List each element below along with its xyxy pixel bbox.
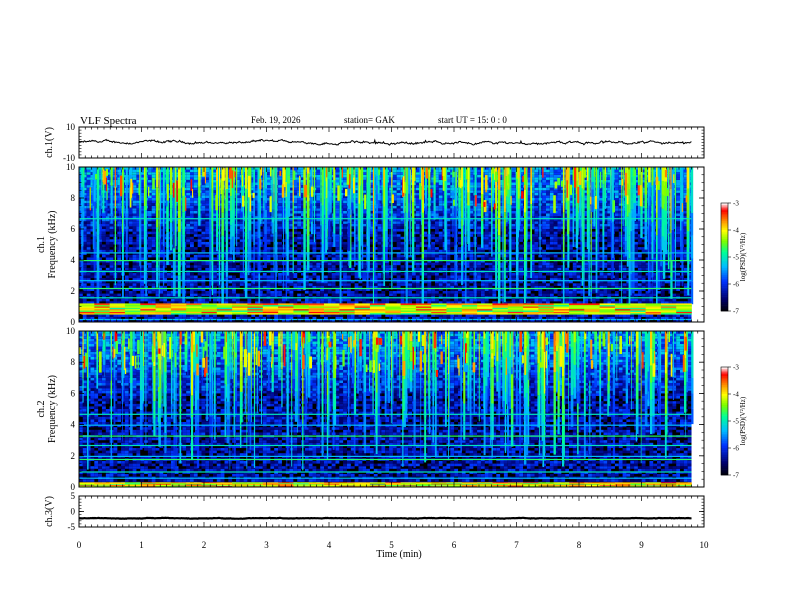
y-tick-label: 0 [71, 482, 76, 492]
ch2-spectrogram-ylabel: Frequency (kHz) [47, 375, 58, 443]
start-time-label: start UT = 15: 0 : 0 [438, 115, 507, 125]
colorbar-tick-label: -5 [733, 254, 739, 262]
spectral-line [79, 270, 692, 273]
ch2-spectrogram-sferic-streaks [79, 331, 694, 471]
time-tick-label: 8 [577, 540, 582, 550]
y-tick-label: 10 [66, 122, 76, 132]
date-label: Feb. 19, 2026 [251, 115, 301, 125]
time-tick-label: 7 [514, 540, 519, 550]
y-tick-label: 0 [71, 317, 76, 327]
colorbar-tick-label: -4 [733, 391, 739, 399]
time-tick-label: 1 [139, 540, 144, 550]
spectral-line [79, 413, 692, 415]
ch2-colorbar-label: log(PSD)(V²/Hz) [739, 396, 747, 445]
y-tick-label: -10 [63, 153, 75, 163]
ch1-colorbar-label: log(PSD)(V²/Hz) [739, 232, 747, 281]
time-tick-label: 2 [202, 540, 207, 550]
spectral-line [79, 455, 692, 457]
y-tick-label: 4 [71, 420, 76, 430]
colorbar-tick-label: -4 [733, 227, 739, 235]
ch1-voltage-series-line [78, 138, 692, 146]
y-tick-label: 10 [66, 162, 76, 172]
y-tick-label: 2 [71, 286, 76, 296]
colorbar-tick-label: -3 [733, 200, 739, 208]
spectral-line [79, 471, 692, 473]
ch1-voltage-panel: 10 -10 ch.1(V) [44, 122, 705, 163]
ch1-spectrogram-strong-band [79, 303, 692, 315]
y-tick-label: 6 [71, 224, 76, 234]
time-tick-label: 0 [77, 540, 82, 550]
spectral-line [79, 252, 692, 254]
time-tick-label: 5 [389, 540, 394, 550]
ch2-spectrogram-channel-label: ch.2 [36, 401, 47, 418]
spectral-line [79, 280, 692, 282]
time-tick-label: 9 [639, 540, 644, 550]
time-axis-title: Time (min) [376, 549, 421, 560]
spectral-line [79, 444, 692, 447]
ch2-spectrogram-strong-band [79, 482, 692, 488]
time-tick-label: 6 [452, 540, 457, 550]
figure-title: VLF Spectra [80, 115, 137, 127]
colorbar-tick-label: -3 [733, 364, 739, 372]
ch3-voltage-panel: 5 0 -5 ch.3(V) [44, 491, 705, 532]
colorbar-tick-label: -6 [733, 445, 739, 453]
y-tick-label: 2 [71, 451, 76, 461]
ch1-colorbar: -3 -4 -5 -6 -7 log(PSD)(V²/Hz) [720, 200, 747, 316]
ch1-spectrogram-channel-label: ch.1 [36, 236, 47, 253]
time-tick-label: 10 [700, 540, 710, 550]
spectral-line [79, 458, 692, 461]
ch1-spectrogram-ylabel: Frequency (kHz) [47, 210, 58, 278]
station-label: station= GAK [344, 115, 395, 125]
ch1-voltage-ylabel: ch.1(V) [44, 127, 55, 158]
time-tick-label: 3 [264, 540, 269, 550]
ch1-spectrogram-sferic-streaks [80, 167, 694, 306]
y-tick-label: 8 [71, 357, 76, 367]
colorbar-tick-label: -6 [733, 281, 739, 289]
ch3-voltage-series-line [78, 516, 692, 520]
time-axis: 0 1 2 3 4 5 6 7 8 9 10 [77, 540, 709, 550]
ch1-spectrogram-panel: 0 2 4 6 8 10 ch.1 Frequency (kHz) [36, 162, 705, 327]
ch2-spectrogram-panel: 0 2 4 6 8 10 ch.2 Frequency (kHz) [36, 326, 705, 492]
spectral-line [79, 477, 692, 479]
spectral-line [79, 218, 692, 220]
spectral-line [79, 435, 692, 437]
ch2-spectrogram-horizontal-lines [79, 413, 692, 479]
spectral-line [79, 260, 692, 262]
colorbar-tick-label: -7 [733, 472, 739, 480]
y-tick-label: -5 [68, 522, 76, 532]
ch2-colorbar: -3 -4 -5 -6 -7 log(PSD)(V²/Hz) [720, 364, 747, 480]
spectral-line [79, 297, 692, 299]
spectral-line [79, 424, 692, 426]
ch3-voltage-ylabel: ch.3(V) [44, 496, 55, 527]
y-tick-label: 8 [71, 193, 76, 203]
colorbar-tick-label: -7 [733, 308, 739, 316]
y-tick-label: 4 [71, 255, 76, 265]
colorbar-tick-label: -5 [733, 418, 739, 426]
time-tick-label: 4 [327, 540, 332, 550]
y-tick-label: 6 [71, 388, 76, 398]
y-tick-label: 5 [71, 491, 76, 501]
spectral-line [79, 287, 692, 290]
y-tick-label: 10 [66, 326, 76, 336]
y-tick-label: 0 [71, 507, 76, 517]
